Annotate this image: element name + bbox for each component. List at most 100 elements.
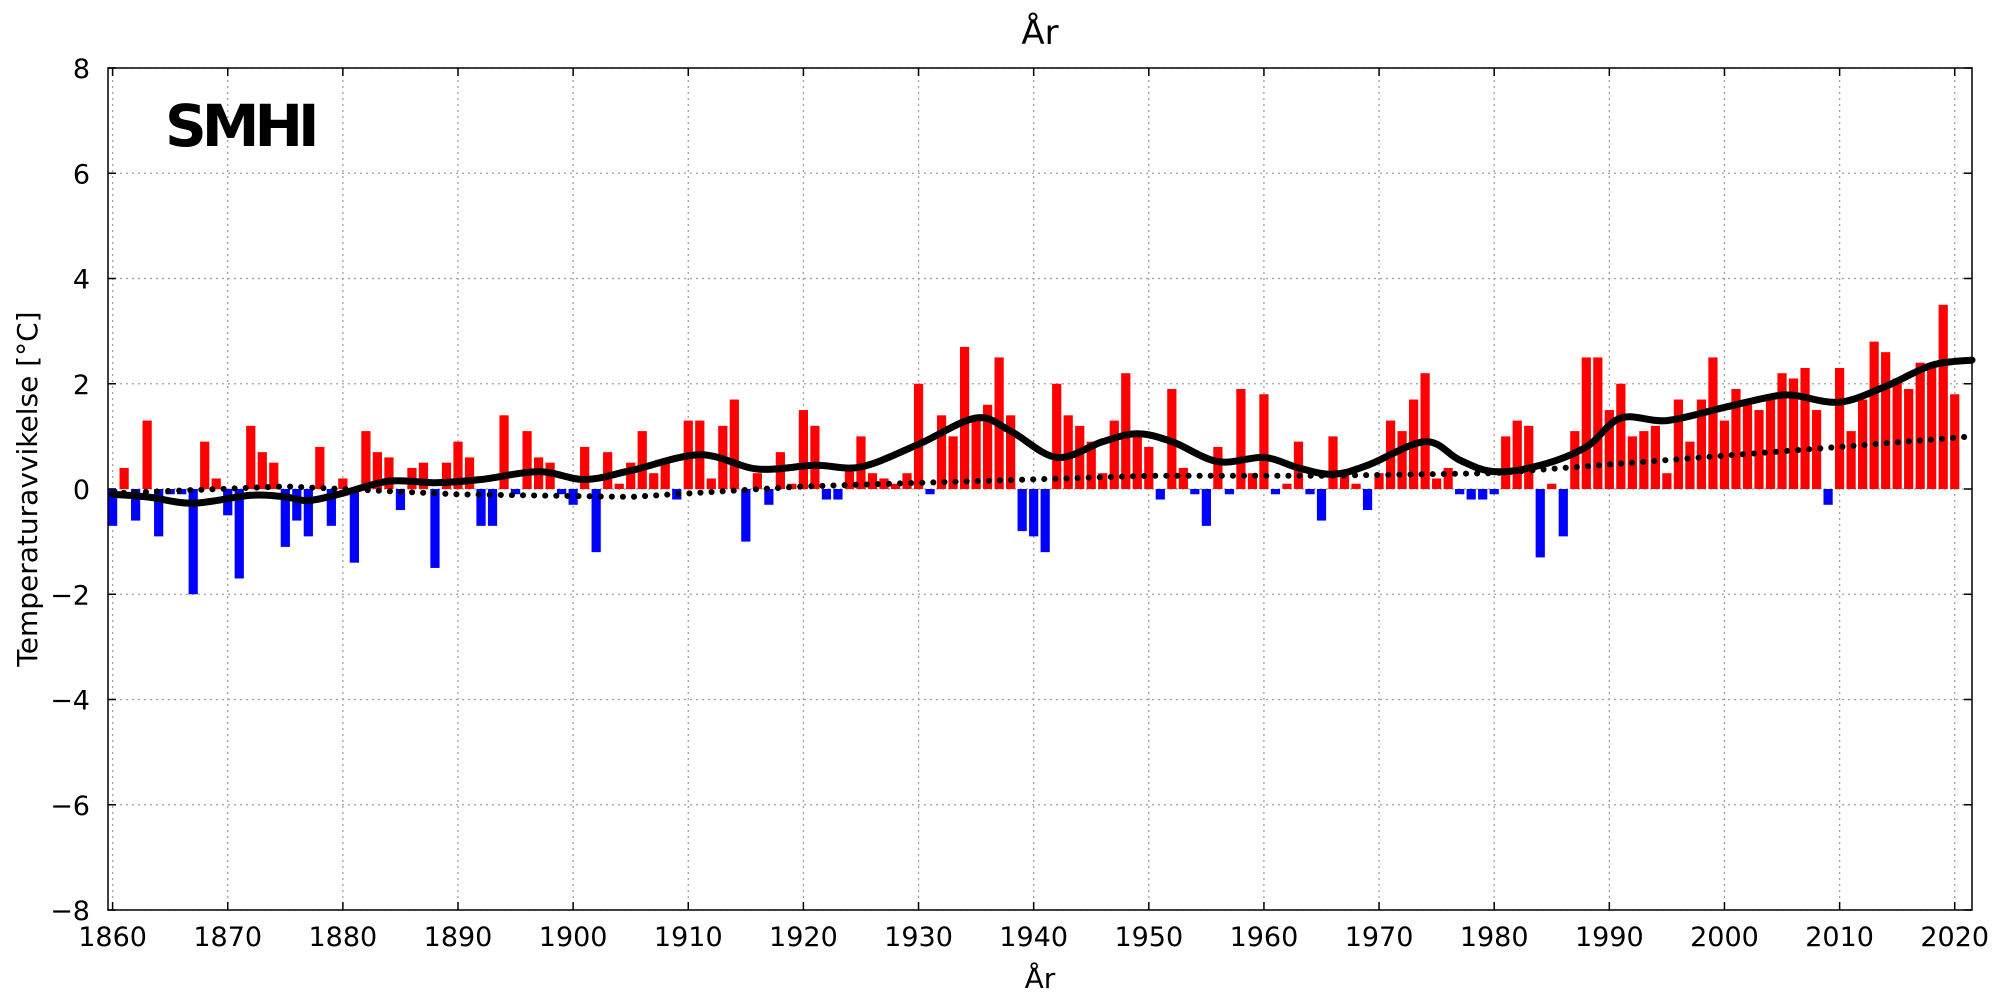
y-tick-label: −4 [50,686,90,717]
anomaly-bar-1878 [315,446,325,489]
anomaly-bar-1861 [119,467,129,489]
anomaly-bar-1965 [1316,489,1327,521]
anomaly-bar-1893 [487,489,498,526]
anomaly-bar-1881 [349,489,359,563]
y-tick-label: 8 [73,54,90,85]
x-axis-label: År [1025,961,1056,995]
x-tick-label: 1860 [78,922,147,953]
anomaly-bar-1903 [603,452,613,489]
anomaly-bar-1925 [856,436,866,489]
anomaly-bar-1930 [913,383,924,489]
anomaly-bar-1979 [1478,489,1488,500]
anomaly-bar-1997 [1685,441,1695,489]
trend-lines [109,356,1976,507]
anomaly-bar-1931 [925,489,935,495]
anomaly-bar-1988 [1581,357,1591,489]
anomaly-bar-1926 [867,473,878,489]
anomaly-bar-1899 [557,489,567,495]
anomaly-bar-1862 [131,489,141,521]
anomaly-bar-1874 [269,462,279,489]
anomaly-bar-1958 [1236,389,1246,489]
anomaly-bar-1873 [257,452,267,489]
anomaly-bar-1949 [1132,436,1142,489]
y-tick-label: 2 [73,370,90,401]
anomaly-bar-1944 [1075,425,1085,489]
anomaly-bar-1892 [476,489,486,526]
anomaly-bar-1864 [154,489,164,537]
anomaly-bar-1927 [879,478,889,489]
x-tick-label: 1900 [539,922,608,953]
anomaly-bar-2014 [1881,352,1891,489]
anomaly-bar-1942 [1052,383,1062,489]
anomaly-bar-1983 [1524,425,1534,489]
anomaly-bar-1985 [1547,483,1557,489]
anomaly-bar-1896 [522,431,532,489]
anomaly-bar-1882 [361,431,371,489]
y-axis-ticks: −8 −6 −4 −2 0 2 4 6 8 [50,54,1972,927]
anomaly-bar-2002 [1742,404,1753,489]
anomaly-bar-1984 [1535,489,1545,558]
anomaly-bar-1879 [326,489,336,526]
anomaly-bar-1889 [441,462,452,489]
anomaly-bar-2015 [1892,378,1902,489]
anomaly-bar-1877 [303,489,313,537]
anomaly-bar-1981 [1501,436,1511,489]
y-tick-label: −6 [50,791,90,822]
anomaly-bar-1977 [1455,489,1465,495]
anomaly-bar-1863 [142,420,152,489]
anomaly-bars [108,304,1960,595]
anomaly-bar-2006 [1788,378,1799,489]
anomaly-bar-1968 [1351,483,1361,489]
anomaly-bar-1916 [752,473,762,489]
x-tick-label: 1890 [424,922,493,953]
x-tick-label: 1880 [309,922,378,953]
anomaly-bar-2013 [1869,341,1879,489]
anomaly-bar-2007 [1800,367,1810,489]
anomaly-bar-1928 [890,483,901,489]
anomaly-bar-1975 [1432,478,1442,489]
anomaly-bar-1982 [1512,420,1522,489]
anomaly-bar-1939 [1017,489,1027,532]
anomaly-bar-2003 [1754,410,1764,489]
anomaly-bar-1976 [1443,467,1453,489]
anomaly-bar-1907 [649,473,659,489]
anomaly-bar-1901 [580,446,590,489]
anomaly-bar-1948 [1121,373,1131,489]
anomaly-bar-1929 [902,473,912,489]
anomaly-bar-1972 [1397,431,1407,489]
anomaly-bar-1923 [833,489,843,500]
anomaly-bar-1946 [1098,473,1108,489]
anomaly-bar-1943 [1063,415,1073,489]
anomaly-bar-1900 [568,489,578,505]
anomaly-bar-1869 [211,478,221,489]
anomaly-bar-1959 [1247,473,1258,489]
anomaly-bar-1991 [1616,383,1626,489]
anomaly-bar-1933 [948,436,958,489]
anomaly-bar-2019 [1938,304,1948,489]
y-tick-label: −8 [50,896,90,927]
anomaly-bar-1872 [246,425,256,489]
anomaly-bar-1953 [1178,467,1188,489]
anomaly-bar-1957 [1224,489,1234,495]
anomaly-bar-1941 [1040,489,1050,553]
anomaly-bar-1924 [844,467,855,489]
anomaly-bar-2010 [1834,367,1845,489]
x-tick-label: 2000 [1690,922,1759,953]
anomaly-bar-1986 [1558,489,1568,537]
anomaly-bar-1880 [338,478,348,489]
x-tick-label: 1980 [1460,922,1529,953]
anomaly-bar-1967 [1339,473,1350,489]
anomaly-bar-1962 [1282,483,1292,489]
anomaly-bar-1969 [1362,489,1373,511]
anomaly-bar-2004 [1765,394,1776,489]
x-tick-label: 1990 [1575,922,1644,953]
anomaly-bar-1935 [971,420,981,489]
anomaly-bar-1867 [188,489,198,595]
anomaly-bar-1860 [108,489,118,526]
anomaly-bar-1904 [614,483,624,489]
anomaly-bar-2000 [1719,420,1730,489]
anomaly-bar-1998 [1696,399,1707,489]
x-tick-label: 1970 [1345,922,1414,953]
anomaly-bar-1938 [1006,415,1016,489]
